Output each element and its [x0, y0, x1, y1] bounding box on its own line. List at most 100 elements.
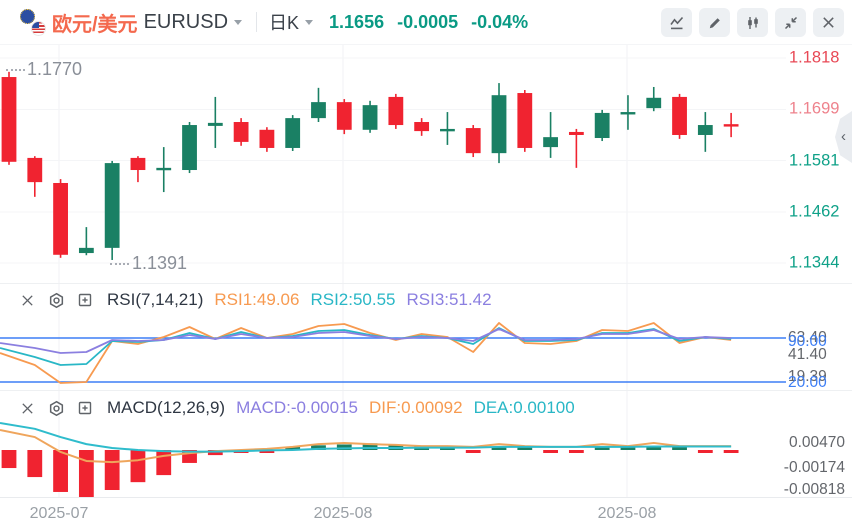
rsi-close-icon[interactable] — [18, 291, 36, 309]
time-tick-label: 2025-07 — [29, 505, 89, 522]
draw-pencil-icon — [709, 17, 720, 28]
candle — [388, 96, 404, 126]
candle — [620, 112, 636, 115]
macd-bar — [259, 450, 275, 453]
macd-bar — [311, 445, 326, 450]
candle — [568, 131, 584, 135]
timeframe-selector[interactable]: 日K — [269, 13, 300, 33]
macd-close-icon[interactable] — [18, 399, 36, 417]
price-change-percent: -0.04% — [471, 11, 529, 32]
dif-value: DIF:0.00092 — [369, 398, 463, 417]
candle — [697, 125, 713, 135]
collapse-icon — [784, 16, 797, 29]
chart-area: 1.1818 1.1699 1.1581 1.1462 1.1344 1.1770 1.13… — [0, 45, 852, 498]
macd-bar — [362, 443, 378, 450]
time-axis[interactable]: 2025-07 2025-08 2025-08 — [0, 497, 852, 528]
dea-value: DEA:0.00100 — [473, 398, 575, 417]
macd-settings-icon[interactable] — [47, 399, 65, 417]
candle — [1, 77, 17, 162]
eu-flag-icon — [20, 8, 35, 24]
close-icon — [823, 17, 834, 28]
rsi3-value: RSI3:51.42 — [406, 290, 492, 309]
macd-bar — [568, 450, 584, 453]
candle — [285, 118, 301, 148]
pair-symbol[interactable]: EURUSD — [143, 10, 229, 33]
candle — [259, 129, 275, 148]
candle — [465, 128, 481, 154]
toolbar-divider — [256, 12, 258, 32]
indicator-button[interactable] — [661, 8, 692, 37]
candle — [517, 93, 533, 148]
macd-line-DIF — [0, 429, 732, 464]
quote-strip: 1.1656 -0.0005 -0.04% — [329, 12, 528, 33]
macd-bar — [27, 450, 43, 478]
us-flag-icon — [31, 20, 46, 36]
macd-bar — [1, 450, 17, 469]
candle — [207, 122, 223, 126]
eurusd-flag-icon — [20, 8, 46, 36]
macd-bar — [465, 450, 481, 453]
chart-type-button[interactable] — [737, 8, 768, 37]
macd-bar — [723, 450, 739, 453]
macd-bar — [594, 447, 610, 450]
last-price: 1.1656 — [329, 11, 385, 32]
candlestick-icon — [747, 16, 758, 29]
candle — [543, 137, 558, 148]
draw-button[interactable] — [699, 8, 730, 37]
collapse-button[interactable] — [775, 8, 806, 37]
macd-line-DEA — [0, 421, 732, 453]
candle — [233, 122, 249, 142]
macd-value: MACD:-0.00015 — [236, 398, 358, 417]
time-tick-label: 2025-08 — [597, 505, 657, 522]
candle — [440, 128, 455, 132]
macd-header: MACD(12,26,9) MACD:-0.00015 DIF:0.00092 … — [18, 392, 575, 424]
panel-divider — [0, 283, 852, 284]
rsi-line-RSI2 — [0, 327, 732, 366]
macd-bar — [285, 446, 301, 450]
candle — [491, 95, 507, 154]
rsi2-value: RSI2:50.55 — [310, 290, 396, 309]
candle — [27, 157, 43, 183]
rsi-settings-icon[interactable] — [47, 291, 65, 309]
macd-bar — [336, 444, 352, 450]
symbol-dropdown-caret-icon[interactable] — [234, 19, 243, 25]
price-chart-canvas[interactable] — [0, 45, 852, 497]
macd-bar — [104, 450, 120, 491]
rsi-title: RSI(7,14,21) — [107, 290, 204, 309]
macd-bar — [130, 450, 146, 483]
pair-name-chinese[interactable]: 欧元/美元 — [52, 13, 138, 36]
candle — [78, 247, 94, 254]
candle — [336, 102, 352, 130]
macd-bar — [543, 450, 558, 453]
candle — [414, 122, 430, 132]
timeframe-dropdown-caret-icon[interactable] — [305, 19, 314, 25]
symbol-toolbar: 欧元/美元 EURUSD 日K 1.1656 -0.0005 -0.04% — [0, 0, 852, 45]
candle — [723, 124, 739, 127]
macd-expand-icon[interactable] — [76, 399, 94, 417]
price-axis-collapse-tab[interactable]: ‹ — [835, 111, 852, 163]
macd-bar — [620, 447, 636, 450]
rsi-expand-icon[interactable] — [76, 291, 94, 309]
candle — [53, 182, 68, 255]
candle — [646, 97, 662, 109]
macd-bar — [491, 446, 507, 450]
macd-title: MACD(12,26,9) — [107, 398, 226, 417]
macd-bar — [517, 447, 533, 450]
price-change: -0.0005 — [397, 11, 459, 32]
panel-divider — [0, 390, 852, 391]
candle — [362, 105, 378, 130]
rsi-line-RSI1 — [0, 322, 732, 384]
chart-toolbar — [661, 8, 844, 37]
time-tick-label: 2025-08 — [313, 505, 373, 522]
candle — [156, 167, 172, 171]
candle — [104, 163, 120, 248]
macd-bar — [646, 446, 662, 450]
indicator-line-icon — [669, 16, 683, 29]
rsi1-value: RSI1:49.06 — [214, 290, 300, 309]
macd-bar — [156, 450, 172, 476]
macd-bar — [697, 450, 713, 453]
macd-bar — [672, 447, 687, 450]
candle — [672, 96, 687, 135]
close-button[interactable] — [813, 8, 844, 37]
